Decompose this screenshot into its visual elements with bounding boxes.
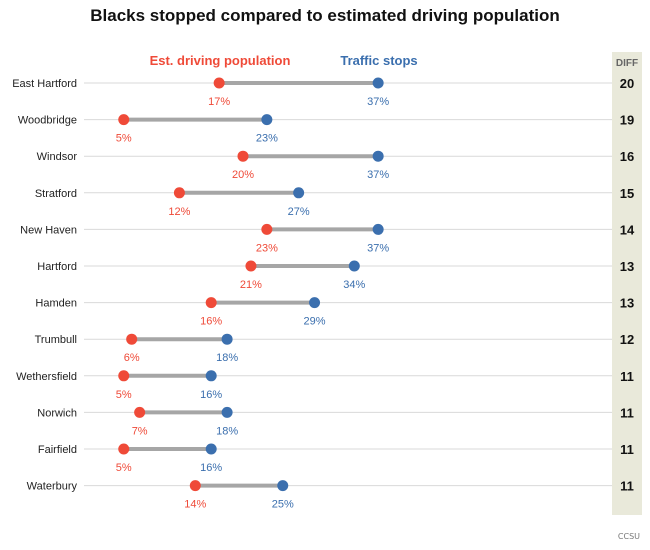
- est-value-label: 21%: [240, 279, 262, 291]
- diff-value: 19: [620, 113, 634, 128]
- row-label-town: Hartford: [37, 261, 77, 273]
- stops-value-label: 16%: [200, 389, 222, 401]
- stops-point: [372, 77, 384, 89]
- row-label-town: East Hartford: [12, 78, 77, 90]
- est-point: [189, 480, 201, 492]
- stops-value-label: 18%: [216, 352, 238, 364]
- legend-est-label: Est. driving population: [150, 53, 291, 68]
- row-label-town: Stratford: [35, 188, 77, 200]
- stops-point: [205, 370, 217, 382]
- est-point: [213, 77, 225, 89]
- est-point: [237, 150, 249, 162]
- stops-point: [261, 114, 273, 126]
- est-point: [118, 114, 130, 126]
- credit-text: CCSU: [617, 532, 640, 541]
- est-value-label: 23%: [256, 242, 278, 254]
- est-value-label: 17%: [208, 96, 230, 108]
- est-point: [245, 260, 257, 272]
- row-label-town: Wethersfield: [16, 371, 77, 383]
- diff-value: 11: [620, 479, 634, 494]
- est-point: [205, 297, 217, 309]
- chart-rows: East Hartford 17% 37% 20 Woodbridge 5% 23% 19 Wi…: [12, 76, 635, 511]
- row-label-town: Fairfield: [38, 444, 77, 456]
- est-value-label: 20%: [232, 169, 254, 181]
- row-label-town: Waterbury: [27, 481, 78, 493]
- stops-value-label: 27%: [288, 206, 310, 218]
- diff-value: 13: [620, 296, 634, 311]
- stops-point: [348, 260, 360, 272]
- est-value-label: 14%: [184, 499, 206, 511]
- row-label-town: Woodbridge: [18, 115, 77, 127]
- stops-point: [372, 150, 384, 162]
- row-label-town: Windsor: [37, 151, 78, 163]
- stops-point: [309, 297, 321, 309]
- est-value-label: 6%: [124, 352, 140, 364]
- diff-column-background: [612, 52, 642, 515]
- stops-point: [372, 223, 384, 235]
- diff-value: 11: [620, 442, 634, 457]
- stops-point: [277, 480, 289, 492]
- est-point: [261, 223, 273, 235]
- diff-value: 14: [620, 222, 635, 237]
- est-value-label: 16%: [200, 316, 222, 328]
- est-value-label: 12%: [168, 206, 190, 218]
- row-label-town: New Haven: [20, 224, 77, 236]
- row-label-town: Hamden: [35, 298, 77, 310]
- stops-value-label: 37%: [367, 242, 389, 254]
- diff-value: 11: [620, 405, 634, 420]
- stops-point: [293, 187, 305, 199]
- row-label-town: Norwich: [37, 407, 77, 419]
- diff-value: 11: [620, 369, 634, 384]
- stops-point: [221, 333, 233, 345]
- est-value-label: 5%: [116, 133, 132, 145]
- est-point: [173, 187, 185, 199]
- stops-value-label: 25%: [272, 499, 294, 511]
- diff-header: DIFF: [616, 58, 638, 69]
- diff-value: 12: [620, 332, 634, 347]
- stops-value-label: 37%: [367, 169, 389, 181]
- est-point: [126, 333, 138, 345]
- est-value-label: 5%: [116, 389, 132, 401]
- stops-value-label: 16%: [200, 462, 222, 474]
- diff-value: 20: [620, 76, 634, 91]
- row-label-town: Trumbull: [35, 334, 77, 346]
- stops-value-label: 18%: [216, 425, 238, 437]
- est-value-label: 7%: [132, 425, 148, 437]
- stops-point: [205, 443, 217, 455]
- est-point: [134, 406, 146, 418]
- est-point: [118, 370, 130, 382]
- stops-value-label: 34%: [343, 279, 365, 291]
- stops-point: [221, 406, 233, 418]
- stops-value-label: 29%: [304, 316, 326, 328]
- legend-stops-label: Traffic stops: [340, 53, 417, 68]
- est-point: [118, 443, 130, 455]
- diff-value: 13: [620, 259, 634, 274]
- diff-value: 16: [620, 149, 634, 164]
- diff-value: 15: [620, 186, 634, 201]
- chart-title: Blacks stopped compared to estimated dri…: [90, 6, 560, 25]
- est-value-label: 5%: [116, 462, 132, 474]
- stops-value-label: 23%: [256, 133, 278, 145]
- stops-value-label: 37%: [367, 96, 389, 108]
